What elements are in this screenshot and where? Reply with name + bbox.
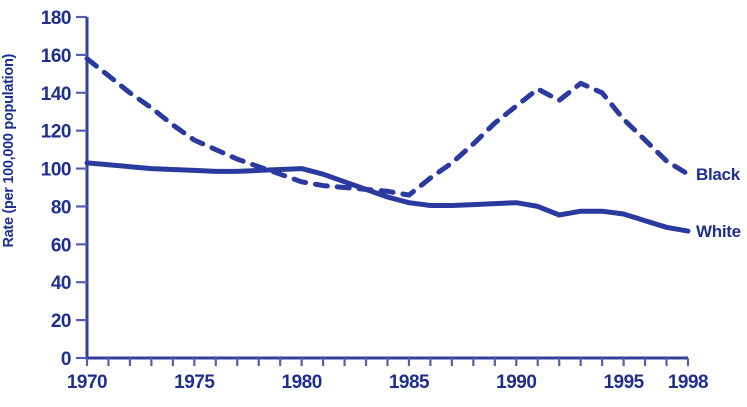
x-tick-label: 1998 bbox=[668, 372, 708, 393]
y-tick-label: 120 bbox=[41, 122, 71, 143]
series-line-white bbox=[84, 160, 691, 234]
x-tick-label: 1975 bbox=[174, 372, 215, 393]
y-tick-label: 140 bbox=[41, 84, 71, 105]
y-tick-label: 100 bbox=[41, 160, 71, 181]
y-tick-label: 60 bbox=[51, 235, 71, 256]
x-tick-label: 1995 bbox=[603, 372, 644, 393]
x-tick-label: 1985 bbox=[389, 372, 430, 393]
x-tick-label: 1990 bbox=[496, 372, 536, 393]
series-label-black: Black bbox=[696, 165, 741, 184]
y-tick-label: 180 bbox=[41, 8, 71, 29]
axes bbox=[85, 17, 688, 360]
x-tick-label: 1970 bbox=[67, 372, 107, 393]
series-label-white: White bbox=[696, 222, 741, 241]
series-line-black bbox=[84, 56, 691, 198]
y-tick-label: 20 bbox=[51, 311, 71, 332]
y-axis-title: Rate (per 100,000 population) bbox=[1, 53, 17, 247]
x-tick-label: 1980 bbox=[282, 372, 322, 393]
y-tick-label: 40 bbox=[51, 273, 71, 294]
y-tick-label: 0 bbox=[61, 349, 71, 370]
y-tick-label: 80 bbox=[51, 197, 71, 218]
y-tick-label: 160 bbox=[41, 46, 71, 67]
